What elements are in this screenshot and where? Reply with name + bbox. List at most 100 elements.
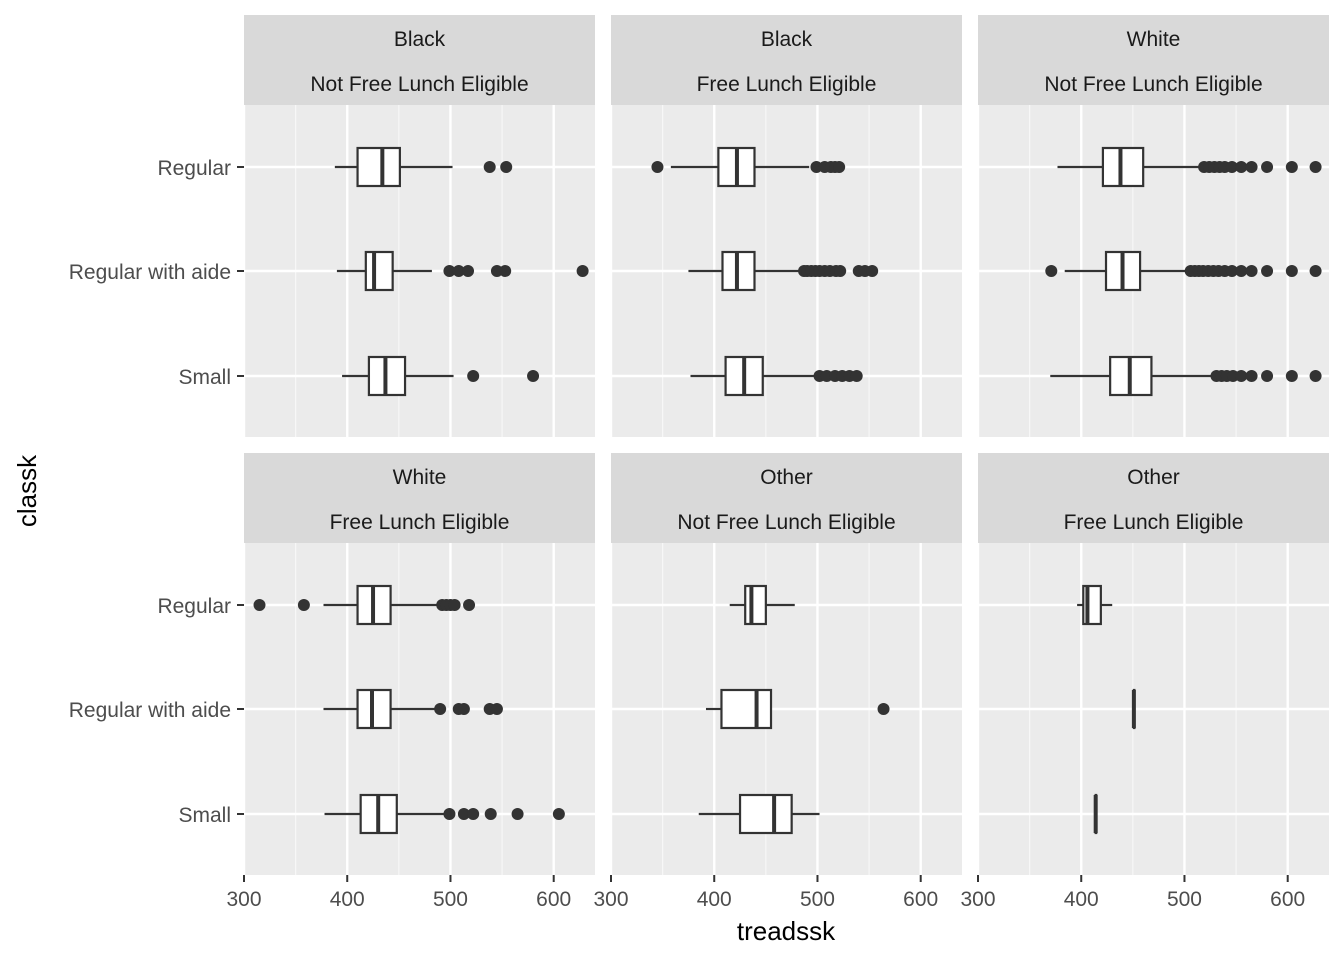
facet-strip-label: Black [761,28,813,51]
outlier-point [877,703,890,715]
box-regular-with-aide [336,250,589,292]
box-regular [1057,146,1322,188]
facet-strip-label: White [1127,28,1181,51]
outlier-point [1261,265,1274,277]
outlier-point [1235,161,1248,173]
box-small [342,355,540,397]
outlier-point [499,265,512,277]
box-small [1050,355,1322,397]
x-tick-label: 600 [1270,888,1305,911]
iqr-box [1101,146,1145,188]
x-tick-label: 500 [1167,888,1202,911]
outlier-point [1285,161,1298,173]
y-tick-label: Regular [157,595,231,618]
outlier-point [452,265,465,277]
y-tick-label: Regular [157,157,231,180]
outlier-point [1225,265,1238,277]
facet-panel: Other Not Free Lunch Eligible [609,453,962,875]
outlier-point [1225,161,1238,173]
outlier-point [850,370,863,382]
outlier-point [484,808,497,820]
y-tick-label: Small [178,804,231,827]
x-tick-label: 500 [800,888,835,911]
box-regular [334,146,513,188]
outlier-point [810,161,823,173]
outlier-point [434,703,447,715]
facet-strip-label: Black [394,28,446,51]
facet-strip [611,453,962,543]
box-small [698,793,820,835]
box-small [324,793,565,835]
outlier-point [297,599,310,611]
facet-strip [244,453,595,543]
box-regular-with-aide [705,688,890,730]
box-regular-with-aide [688,250,879,292]
outlier-point [463,599,476,611]
outlier-point [467,808,480,820]
x-tick-label: 600 [536,888,571,911]
outlier-point [483,161,496,173]
outlier-point [820,370,833,382]
facet-panels: Black Not Free Lunch Eligible Black Free Lu… [242,15,1329,875]
outlier-point [1309,265,1322,277]
outlier-point [457,703,470,715]
facet-panel: Black Free Lunch Eligible [609,15,962,437]
outlier-point [1235,370,1248,382]
x-tick-label: 600 [903,888,938,911]
outlier-point [576,265,589,277]
facet-strip-label: Not Free Lunch Eligible [677,511,895,534]
box-regular [651,146,846,188]
outlier-point [443,808,456,820]
outlier-point [1309,370,1322,382]
outlier-point [457,808,470,820]
x-tick-label: 300 [960,888,995,911]
x-tick-label: 300 [593,888,628,911]
iqr-box [356,146,401,188]
x-tick-label: 500 [433,888,468,911]
outlier-point [1245,370,1258,382]
outlier-point [651,161,664,173]
x-tick-label: 400 [697,888,732,911]
iqr-box [738,793,793,835]
outlier-point [1285,370,1298,382]
box-regular [729,584,795,626]
facet-strip-label: Free Lunch Eligible [697,73,877,96]
outlier-point [1309,161,1322,173]
facet-panel: White Free Lunch Eligible [242,453,595,875]
iqr-box [720,688,773,730]
outlier-point [253,599,266,611]
outlier-point [467,370,480,382]
facet-strip [978,453,1329,543]
box-small [690,355,863,397]
box-small [1093,793,1098,835]
box-regular [1077,584,1113,626]
outlier-point [1245,161,1258,173]
iqr-box [744,584,767,626]
x-axis-title: treadssk [737,916,836,946]
outlier-point [500,161,513,173]
outlier-point [1226,370,1239,382]
facet-panel: Black Not Free Lunch Eligible [242,15,595,437]
outlier-point [1261,370,1274,382]
outlier-point [462,265,475,277]
x-tick-label: 300 [226,888,261,911]
facet-panel: Other Free Lunch Eligible [976,453,1329,875]
iqr-box [364,250,394,292]
facet-strip [244,15,595,105]
outlier-point [448,599,461,611]
outlier-point [1045,265,1058,277]
outlier-point [490,703,503,715]
y-tick-labels: Regular Regular with aide Small Regular Regu… [69,157,244,827]
facet-strip [611,15,962,105]
box-regular [253,584,476,626]
facet-strip-label: White [393,466,447,489]
outlier-point [1235,265,1248,277]
outlier-point [833,161,846,173]
y-tick-label: Small [178,366,231,389]
outlier-point [527,370,540,382]
outlier-point [552,808,565,820]
box-regular-with-aide [1045,250,1322,292]
outlier-point [834,265,847,277]
y-tick-label: Regular with aide [69,261,231,284]
